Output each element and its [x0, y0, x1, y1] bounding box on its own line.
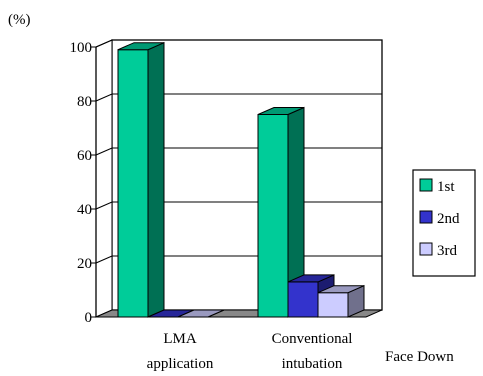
y-tick-label: 80	[77, 94, 92, 110]
legend-label: 2nd	[437, 211, 460, 227]
side-wall	[95, 39, 113, 318]
bar-top	[257, 107, 305, 115]
bar-top	[287, 274, 335, 283]
bar-top	[317, 285, 365, 294]
bar-front	[117, 49, 149, 318]
x-category-labels: LMA application Conventional intubation	[147, 331, 353, 372]
x-category-label: LMA	[163, 331, 197, 347]
gridline	[95, 39, 382, 48]
legend: 1st 2nd 3rd	[412, 169, 476, 277]
bar-side	[147, 41, 165, 318]
bar-front	[317, 292, 349, 318]
y-tick-label: 100	[70, 40, 93, 56]
axes	[91, 46, 97, 318]
bar	[317, 284, 365, 318]
legend-label: 1st	[437, 179, 455, 195]
gridline	[95, 93, 382, 102]
bar	[257, 106, 305, 318]
legend-swatch	[419, 210, 433, 224]
unit-label: (%)	[8, 12, 31, 28]
legend-label: 3rd	[437, 243, 457, 259]
y-tick-label: 0	[85, 310, 93, 326]
annotation-text: Face Down	[385, 349, 454, 365]
bar-front	[287, 281, 319, 318]
bar	[177, 309, 225, 318]
x-category-label: application	[147, 356, 214, 372]
x-category-label: intubation	[282, 356, 343, 372]
y-tick-label: 60	[77, 148, 92, 164]
x-category-label: Conventional	[272, 331, 353, 347]
legend-swatch	[419, 178, 433, 192]
bar	[117, 41, 165, 318]
legend-swatch	[419, 242, 433, 256]
y-tick-label: 40	[77, 202, 92, 218]
bar-front	[257, 114, 289, 318]
bar-top	[117, 42, 165, 51]
bars	[117, 41, 365, 318]
y-tick-label: 20	[77, 256, 92, 272]
y-tick-labels: 0 20 40 60 80 100	[70, 40, 93, 326]
bar-top	[177, 309, 225, 318]
